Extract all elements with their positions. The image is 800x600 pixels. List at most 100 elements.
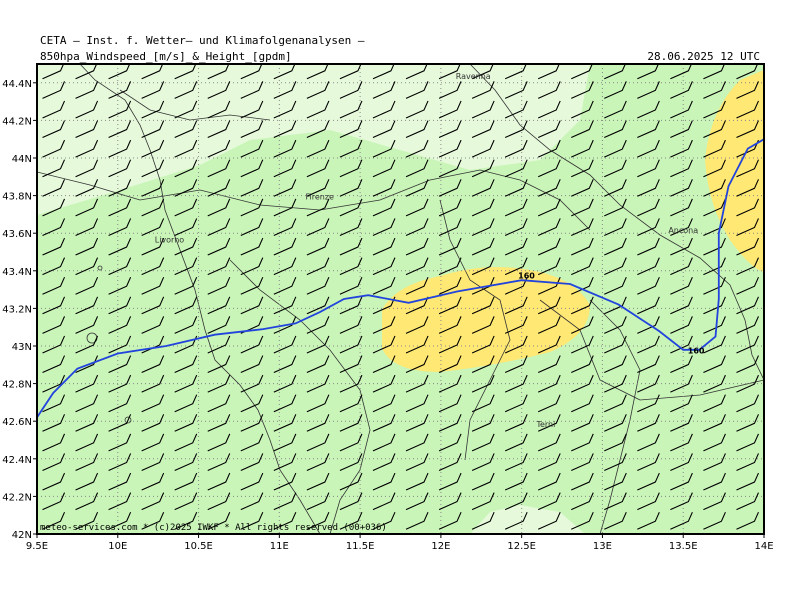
- wind-barb: [273, 159, 297, 178]
- wind-barb: [703, 453, 726, 471]
- wind-barb: [207, 472, 231, 491]
- wind-barb: [273, 511, 297, 530]
- wind-barb: [306, 100, 330, 119]
- wind-barb: [438, 492, 462, 511]
- wind-barb: [736, 159, 759, 178]
- wind-barb: [273, 257, 297, 276]
- wind-barb: [438, 414, 462, 432]
- wind-barb: [108, 257, 132, 276]
- wind-barb: [108, 81, 132, 99]
- wind-barb: [108, 120, 132, 139]
- wind-barb: [207, 198, 231, 217]
- wind-barb: [372, 335, 396, 354]
- wind-barb: [571, 198, 594, 217]
- wind-barb: [141, 335, 165, 354]
- wind-barb: [240, 453, 264, 471]
- wind-barb: [670, 374, 693, 393]
- wind-barb: [637, 81, 660, 99]
- wind-barb: [405, 394, 429, 413]
- wind-barb: [438, 159, 462, 178]
- wind-barb: [571, 296, 594, 315]
- wind-barb: [438, 237, 462, 256]
- wind-barb: [736, 335, 759, 354]
- wind-barb: [471, 355, 495, 374]
- wind-barb: [306, 511, 330, 530]
- wind-barb: [108, 276, 132, 295]
- wind-barb: [141, 355, 165, 374]
- wind-barb: [604, 218, 627, 236]
- wind-barb: [438, 100, 462, 119]
- wind-barb: [670, 237, 693, 256]
- wind-barb: [42, 355, 66, 374]
- wind-barb: [405, 100, 429, 119]
- wind-barb: [637, 335, 660, 354]
- wind-barb: [75, 316, 99, 334]
- wind-barb: [273, 453, 297, 471]
- wind-barb: [207, 511, 231, 530]
- wind-barb: [471, 139, 495, 158]
- wind-barb: [273, 120, 297, 139]
- wind-barb: [273, 198, 297, 217]
- wind-barb: [703, 120, 726, 139]
- wind-barb: [405, 237, 429, 256]
- wind-barb: [42, 316, 66, 334]
- wind-barb: [571, 472, 594, 491]
- wind-barb: [75, 472, 99, 491]
- wind-barb: [207, 296, 231, 315]
- wind-barb: [670, 179, 693, 197]
- wind-barb: [537, 257, 561, 276]
- wind-barb: [108, 159, 132, 178]
- wind-barb: [537, 453, 561, 471]
- wind-barb: [141, 81, 165, 99]
- wind-barb: [637, 257, 660, 276]
- wind-barb: [471, 433, 495, 452]
- wind-barb: [571, 100, 594, 119]
- wind-barb: [372, 120, 396, 139]
- wind-barb: [637, 355, 660, 374]
- wind-barb: [736, 257, 759, 276]
- wind-barb: [670, 414, 693, 432]
- wind-barb: [240, 159, 264, 178]
- wind-barb: [339, 316, 363, 334]
- wind-barb: [571, 414, 594, 432]
- wind-barb: [405, 472, 429, 491]
- wind-barb: [240, 472, 264, 491]
- wind-barb: [273, 433, 297, 452]
- wind-barb: [736, 492, 759, 511]
- wind-barb: [405, 492, 429, 511]
- contour-value-label: 160: [688, 347, 705, 356]
- wind-barb: [306, 316, 330, 334]
- wind-barb: [42, 335, 66, 354]
- wind-barb: [174, 198, 198, 217]
- wind-barb: [504, 237, 528, 256]
- coast-border-line: [79, 64, 321, 534]
- wind-barb: [405, 453, 429, 471]
- wind-barb: [703, 237, 726, 256]
- wind-barb: [42, 414, 66, 432]
- wind-barb: [240, 179, 264, 197]
- x-tick-label: 14E: [754, 541, 773, 552]
- wind-barb: [273, 276, 297, 295]
- wind-barb: [108, 237, 132, 256]
- wind-barb: [670, 218, 693, 236]
- wind-barb: [141, 120, 165, 139]
- wind-barb: [273, 139, 297, 158]
- wind-barb: [670, 355, 693, 374]
- wind-barb: [504, 120, 528, 139]
- x-tick-label: 11.5E: [346, 541, 375, 552]
- wind-barb: [670, 511, 693, 530]
- wind-barb: [42, 100, 66, 119]
- wind-barb: [75, 492, 99, 511]
- wind-barb: [75, 139, 99, 158]
- wind-barb: [438, 179, 462, 197]
- wind-barb: [637, 394, 660, 413]
- y-tick-label: 42.8N: [2, 380, 32, 391]
- wind-barb: [273, 81, 297, 99]
- wind-barb: [637, 198, 660, 217]
- wind-barb: [108, 374, 132, 393]
- wind-barb: [141, 394, 165, 413]
- wind-barb: [141, 218, 165, 236]
- wind-barb: [504, 394, 528, 413]
- wind-barb: [736, 81, 759, 99]
